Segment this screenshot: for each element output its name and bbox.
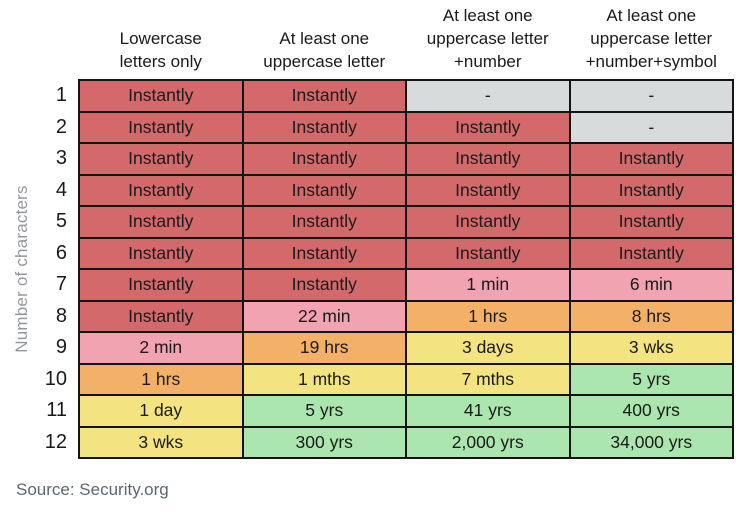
table-cell: Instantly: [78, 142, 244, 176]
corner-spacer: [37, 0, 79, 80]
table-cell: Instantly: [568, 236, 734, 270]
table-cell: 6 min: [568, 268, 734, 302]
table-row: 10 1 hrs 1 mths 7 mths 5 yrs: [37, 362, 734, 396]
table-cell: Instantly: [241, 205, 407, 239]
table-cell: -: [405, 79, 571, 113]
table-cell: Instantly: [241, 110, 407, 144]
table-cell: Instantly: [78, 173, 244, 207]
table-cell: Instantly: [568, 205, 734, 239]
table-cell: Instantly: [405, 142, 571, 176]
table-row: 3 Instantly Instantly Instantly Instantly: [37, 142, 734, 176]
table-cell: -: [568, 110, 734, 144]
header-row: Lowercase letters only At least one upper…: [37, 0, 733, 80]
table-cell: Instantly: [568, 142, 734, 176]
table-row: 5 Instantly Instantly Instantly Instantly: [37, 205, 734, 239]
table-cell: 1 hrs: [405, 299, 571, 333]
table-cell: Instantly: [405, 173, 571, 207]
row-number: 12: [44, 430, 67, 453]
table-cell: Instantly: [241, 79, 407, 113]
table-cell: 7 mths: [405, 362, 571, 396]
table-cell: 1 hrs: [78, 362, 244, 396]
row-number: 4: [55, 178, 67, 201]
column-header: At least one uppercase letter +number: [426, 6, 549, 71]
crack-time-table: Lowercase letters only At least one upper…: [37, 0, 734, 459]
source-credit: Source: Security.org: [16, 480, 169, 499]
table-cell: Instantly: [78, 299, 244, 333]
table-cell: -: [568, 79, 734, 113]
table-cell: 2 min: [78, 331, 244, 365]
row-number: 11: [46, 399, 67, 422]
table-row: 1 Instantly Instantly - -: [37, 79, 734, 113]
table-cell: 1 min: [405, 268, 571, 302]
table-cell: 3 wks: [78, 425, 244, 459]
table-cell: Instantly: [241, 142, 407, 176]
table-cell: Instantly: [78, 236, 244, 270]
table-cell: 400 yrs: [568, 394, 734, 428]
table-cell: 8 hrs: [568, 299, 734, 333]
table-cell: 2,000 yrs: [405, 425, 571, 459]
table-row: 6 Instantly Instantly Instantly Instantly: [37, 236, 734, 270]
column-header: Lowercase letters only: [119, 29, 202, 71]
table-row: 7 Instantly Instantly 1 min 6 min: [37, 268, 734, 302]
table-header: Lowercase letters only At least one upper…: [37, 0, 733, 80]
table-cell: 3 days: [405, 331, 571, 365]
table-cell: 41 yrs: [405, 394, 571, 428]
table-cell: 3 wks: [568, 331, 734, 365]
column-header: At least one uppercase letter: [263, 29, 386, 71]
row-number: 9: [55, 336, 67, 359]
row-number: 2: [55, 115, 67, 138]
row-number: 6: [55, 241, 67, 264]
row-number: 3: [55, 147, 67, 170]
table-row: 2 Instantly Instantly Instantly -: [37, 110, 734, 144]
table-cell: Instantly: [241, 173, 407, 207]
table-body: 1 Instantly Instantly - -2 Instantly Instantly…: [37, 79, 734, 459]
table-cell: Instantly: [568, 173, 734, 207]
table-cell: 19 hrs: [241, 331, 407, 365]
table-row: 11 1 day 5 yrs 41 yrs 400 yrs: [37, 394, 734, 428]
table-cell: Instantly: [405, 110, 571, 144]
table-row: 8 Instantly 22 min 1 hrs 8 hrs: [37, 299, 734, 333]
table-cell: Instantly: [78, 110, 244, 144]
row-number: 8: [55, 304, 67, 327]
table-cell: 34,000 yrs: [568, 425, 734, 459]
table-cell: 5 yrs: [568, 362, 734, 396]
y-axis-label: Number of characters: [12, 185, 31, 353]
table-cell: Instantly: [405, 205, 571, 239]
table-cell: Instantly: [241, 268, 407, 302]
table-cell: 1 day: [78, 394, 244, 428]
table-row: 4 Instantly Instantly Instantly Instantly: [37, 173, 734, 207]
table-cell: 22 min: [241, 299, 407, 333]
table-cell: Instantly: [78, 268, 244, 302]
table-row: 9 2 min 19 hrs 3 days 3 wks: [37, 331, 734, 365]
table-cell: Instantly: [78, 79, 244, 113]
table-cell: Instantly: [405, 236, 571, 270]
table-cell: 5 yrs: [241, 394, 407, 428]
row-number: 10: [44, 367, 67, 390]
table-row: 12 3 wks 300 yrs 2,000 yrs 34,000 yrs: [37, 425, 734, 459]
row-number: 1: [55, 84, 67, 107]
row-number: 5: [55, 210, 67, 233]
table-cell: 300 yrs: [241, 425, 407, 459]
row-number: 7: [55, 273, 67, 296]
column-header: At least one uppercase letter +number+sy…: [585, 6, 717, 71]
table-cell: Instantly: [78, 205, 244, 239]
table-cell: 1 mths: [241, 362, 407, 396]
table-cell: Instantly: [241, 236, 407, 270]
